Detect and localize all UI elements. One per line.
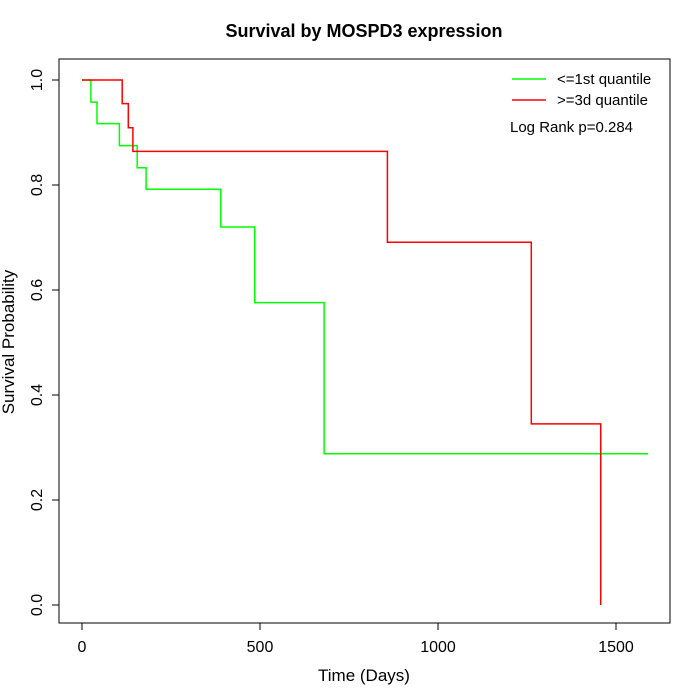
- y-tick-label: 0.6: [29, 279, 46, 301]
- x-axis: 0 500 1000 1500: [78, 622, 634, 656]
- y-tick-label: 1.0: [29, 69, 46, 91]
- y-tick-label: 0.0: [29, 594, 46, 616]
- legend-label-1: <=1st quantile: [557, 71, 651, 88]
- legend-label-2: >=3d quantile: [557, 92, 648, 109]
- y-tick-label: 0.8: [29, 174, 46, 196]
- x-tick-label: 500: [247, 639, 274, 656]
- x-axis-label: Time (Days): [318, 666, 410, 685]
- plot-frame: [58, 58, 671, 624]
- survival-curve-2: [82, 79, 602, 605]
- y-tick-label: 0.2: [29, 489, 46, 511]
- y-axis-label: Survival Probability: [0, 269, 18, 414]
- survival-curves: [82, 79, 648, 605]
- x-tick-label: 1500: [598, 639, 634, 656]
- y-axis: 0.0 0.2 0.4 0.6 0.8 1.0: [29, 69, 60, 616]
- x-tick-label: 1000: [420, 639, 456, 656]
- log-rank-annotation: Log Rank p=0.284: [510, 119, 633, 136]
- survival-curve-1: [82, 79, 648, 455]
- chart-title: Survival by MOSPD3 expression: [225, 21, 502, 41]
- y-tick-label: 0.4: [29, 384, 46, 406]
- legend: <=1st quantile >=3d quantile: [512, 71, 651, 109]
- x-tick-label: 0: [78, 639, 87, 656]
